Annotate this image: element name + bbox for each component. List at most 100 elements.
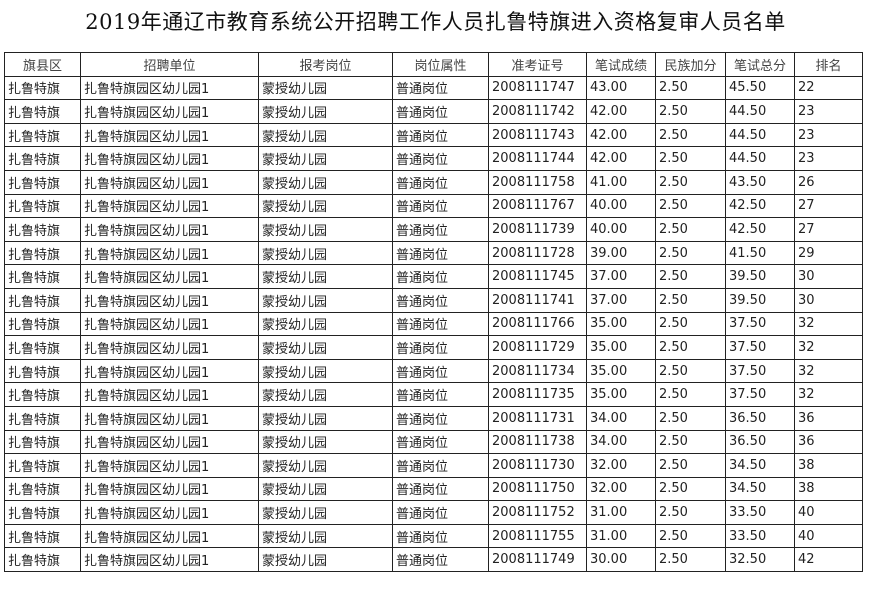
cell-county: 扎鲁特旗 (4, 146, 81, 171)
cell-rank: 36 (794, 429, 863, 455)
cell-position: 蒙授幼儿园 (258, 453, 393, 478)
cell-rank: 36 (794, 405, 863, 431)
table-row: 扎鲁特旗 扎鲁特旗园区幼儿园1 蒙授幼儿园 普通岗位 2008111743 42.00 2.… (4, 122, 863, 148)
cell-ethnic-bonus: 2.50 (655, 547, 726, 573)
cell-total-score: 37.50 (725, 358, 795, 384)
cell-county: 扎鲁特旗 (4, 547, 81, 573)
document-title: 2019年通辽市教育系统公开招聘工作人员扎鲁特旗进入资格复审人员名单 (85, 10, 786, 34)
cell-exam-number: 2008111741 (488, 287, 587, 313)
cell-position: 蒙授幼儿园 (258, 523, 393, 549)
column-header-recruiting-unit: 招聘单位 (80, 52, 259, 77)
cell-position-type: 普通岗位 (392, 429, 489, 455)
cell-total-score: 44.50 (725, 146, 795, 171)
cell-position-type: 普通岗位 (392, 217, 489, 242)
cell-county: 扎鲁特旗 (4, 523, 81, 549)
table-row: 扎鲁特旗 扎鲁特旗园区幼儿园1 蒙授幼儿园 普通岗位 2008111739 40.00 2.… (4, 217, 863, 242)
cell-total-score: 36.50 (725, 405, 795, 431)
cell-exam-number: 2008111744 (488, 146, 587, 171)
table-row: 扎鲁特旗 扎鲁特旗园区幼儿园1 蒙授幼儿园 普通岗位 2008111767 40.00 2.… (4, 193, 863, 219)
cell-exam-number: 2008111734 (488, 358, 587, 384)
cell-ethnic-bonus: 2.50 (655, 358, 726, 384)
cell-recruiting-unit: 扎鲁特旗园区幼儿园1 (80, 146, 259, 171)
cell-written-score: 34.00 (586, 429, 656, 455)
cell-recruiting-unit: 扎鲁特旗园区幼儿园1 (80, 217, 259, 242)
table-row: 扎鲁特旗 扎鲁特旗园区幼儿园1 蒙授幼儿园 普通岗位 2008111728 39.00 2.… (4, 240, 863, 266)
cell-position-type: 普通岗位 (392, 335, 489, 360)
column-header-ethnic-bonus: 民族加分 (655, 52, 726, 77)
cell-position: 蒙授幼儿园 (258, 146, 393, 171)
cell-position: 蒙授幼儿园 (258, 405, 393, 431)
cell-total-score: 33.50 (725, 500, 795, 525)
cell-ethnic-bonus: 2.50 (655, 264, 726, 289)
cell-exam-number: 2008111752 (488, 500, 587, 525)
cell-ethnic-bonus: 2.50 (655, 169, 726, 195)
cell-county: 扎鲁特旗 (4, 193, 81, 219)
cell-ethnic-bonus: 2.50 (655, 99, 726, 124)
cell-ethnic-bonus: 2.50 (655, 146, 726, 171)
column-header-exam-number: 准考证号 (488, 52, 587, 77)
table-row: 扎鲁特旗 扎鲁特旗园区幼儿园1 蒙授幼儿园 普通岗位 2008111730 32.00 2.… (4, 453, 863, 478)
table-row: 扎鲁特旗 扎鲁特旗园区幼儿园1 蒙授幼儿园 普通岗位 2008111734 35.00 2.… (4, 358, 863, 384)
cell-total-score: 44.50 (725, 122, 795, 148)
cell-written-score: 37.00 (586, 287, 656, 313)
cell-total-score: 43.50 (725, 169, 795, 195)
cell-position: 蒙授幼儿园 (258, 75, 393, 101)
cell-exam-number: 2008111728 (488, 240, 587, 266)
candidate-table: 旗县区 招聘单位 报考岗位 岗位属性 准考证号 笔试成绩 民族加分 笔试总分 排名 扎鲁特旗 扎鲁… (4, 52, 863, 573)
cell-exam-number: 2008111742 (488, 99, 587, 124)
cell-recruiting-unit: 扎鲁特旗园区幼儿园1 (80, 405, 259, 431)
cell-written-score: 35.00 (586, 335, 656, 360)
cell-written-score: 40.00 (586, 217, 656, 242)
cell-total-score: 39.50 (725, 287, 795, 313)
cell-exam-number: 2008111743 (488, 122, 587, 148)
cell-rank: 32 (794, 382, 863, 407)
cell-county: 扎鲁特旗 (4, 122, 81, 148)
cell-rank: 32 (794, 358, 863, 384)
cell-exam-number: 2008111758 (488, 169, 587, 195)
cell-recruiting-unit: 扎鲁特旗园区幼儿园1 (80, 193, 259, 219)
cell-position-type: 普通岗位 (392, 146, 489, 171)
cell-county: 扎鲁特旗 (4, 217, 81, 242)
cell-rank: 30 (794, 264, 863, 289)
cell-exam-number: 2008111735 (488, 382, 587, 407)
cell-position-type: 普通岗位 (392, 169, 489, 195)
cell-position-type: 普通岗位 (392, 500, 489, 525)
cell-position: 蒙授幼儿园 (258, 476, 393, 502)
cell-position-type: 普通岗位 (392, 99, 489, 124)
cell-position: 蒙授幼儿园 (258, 264, 393, 289)
cell-ethnic-bonus: 2.50 (655, 500, 726, 525)
cell-written-score: 43.00 (586, 75, 656, 101)
table-row: 扎鲁特旗 扎鲁特旗园区幼儿园1 蒙授幼儿园 普通岗位 2008111731 34.00 2.… (4, 405, 863, 431)
cell-exam-number: 2008111738 (488, 429, 587, 455)
cell-written-score: 34.00 (586, 405, 656, 431)
cell-recruiting-unit: 扎鲁特旗园区幼儿园1 (80, 500, 259, 525)
cell-position-type: 普通岗位 (392, 405, 489, 431)
cell-ethnic-bonus: 2.50 (655, 453, 726, 478)
cell-rank: 32 (794, 335, 863, 360)
cell-ethnic-bonus: 2.50 (655, 405, 726, 431)
cell-rank: 38 (794, 453, 863, 478)
table-row: 扎鲁特旗 扎鲁特旗园区幼儿园1 蒙授幼儿园 普通岗位 2008111738 34.00 2.… (4, 429, 863, 455)
cell-rank: 27 (794, 217, 863, 242)
cell-written-score: 30.00 (586, 547, 656, 573)
cell-county: 扎鲁特旗 (4, 287, 81, 313)
cell-position: 蒙授幼儿园 (258, 335, 393, 360)
cell-ethnic-bonus: 2.50 (655, 217, 726, 242)
cell-exam-number: 2008111767 (488, 193, 587, 219)
cell-written-score: 42.00 (586, 146, 656, 171)
cell-recruiting-unit: 扎鲁特旗园区幼儿园1 (80, 453, 259, 478)
cell-position-type: 普通岗位 (392, 122, 489, 148)
column-header-county: 旗县区 (4, 52, 81, 77)
cell-rank: 42 (794, 547, 863, 573)
cell-county: 扎鲁特旗 (4, 453, 81, 478)
table-row: 扎鲁特旗 扎鲁特旗园区幼儿园1 蒙授幼儿园 普通岗位 2008111749 30.00 2.… (4, 547, 863, 573)
cell-written-score: 42.00 (586, 99, 656, 124)
cell-rank: 27 (794, 193, 863, 219)
cell-recruiting-unit: 扎鲁特旗园区幼儿园1 (80, 169, 259, 195)
cell-exam-number: 2008111731 (488, 405, 587, 431)
cell-ethnic-bonus: 2.50 (655, 382, 726, 407)
cell-exam-number: 2008111766 (488, 311, 587, 337)
cell-written-score: 31.00 (586, 500, 656, 525)
cell-position-type: 普通岗位 (392, 453, 489, 478)
cell-recruiting-unit: 扎鲁特旗园区幼儿园1 (80, 382, 259, 407)
